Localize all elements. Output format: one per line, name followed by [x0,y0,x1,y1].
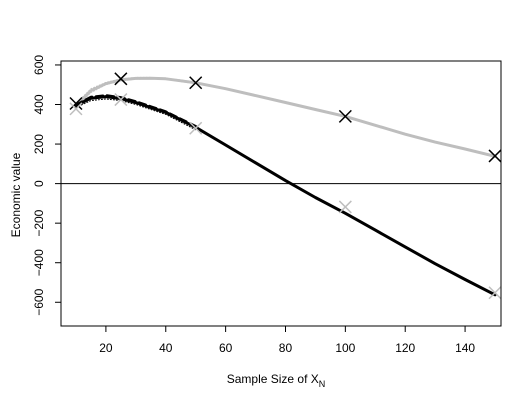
x-marker-stroke [189,76,203,90]
series-line-1 [74,76,497,158]
x-marker [69,96,83,111]
x-tick-label: 20 [99,341,113,355]
x-marker [189,121,203,135]
x-marker-stroke [338,200,352,214]
x-tick-label: 80 [279,341,293,355]
x-tick-label: 60 [219,341,233,355]
x-marker-stroke [338,109,352,123]
x-marker-stroke [69,102,83,116]
x-axis-title-subscript: N [319,379,326,389]
series-line-2 [75,78,197,108]
series-line-3 [75,76,197,104]
marker-layer [69,72,502,300]
x-marker [488,149,502,163]
x-marker [114,93,128,107]
x-tick-label: 120 [395,341,415,355]
y-tick-label: 0 [32,180,46,187]
x-marker-stroke [488,149,502,163]
x-tick-label: 140 [455,341,475,355]
y-tick-label: 600 [32,55,46,75]
x-marker [338,109,352,123]
y-tick-label: 200 [32,134,46,154]
axes-layer: 20 40 60 80 100 120 140 600 400 200 0 −200 −400 −600 [32,55,502,355]
y-tick-label: 400 [32,94,46,114]
x-axis-title-main: Sample Size of X [227,372,319,386]
x-tick-label: 40 [159,341,173,355]
y-tick-label: −400 [32,249,46,276]
series-line-4 [74,95,497,297]
series-layer [74,76,497,297]
y-tick-label: −600 [32,288,46,315]
x-marker [189,76,203,90]
x-marker-stroke [488,286,502,300]
y-axis-title: Economic value [9,152,23,237]
x-marker-stroke [114,93,128,107]
x-tick-label: 100 [335,341,355,355]
x-marker-stroke [189,121,203,135]
x-marker-stroke [114,72,128,86]
x-marker [488,286,502,300]
x-marker-stroke [69,96,83,111]
x-marker [338,200,352,214]
x-marker [69,102,83,116]
series-line-6 [75,98,197,131]
x-axis-title: Sample Size of XN [227,372,326,389]
series-line-5 [74,94,197,128]
x-marker [114,72,128,86]
y-tick-label: −200 [32,209,46,236]
